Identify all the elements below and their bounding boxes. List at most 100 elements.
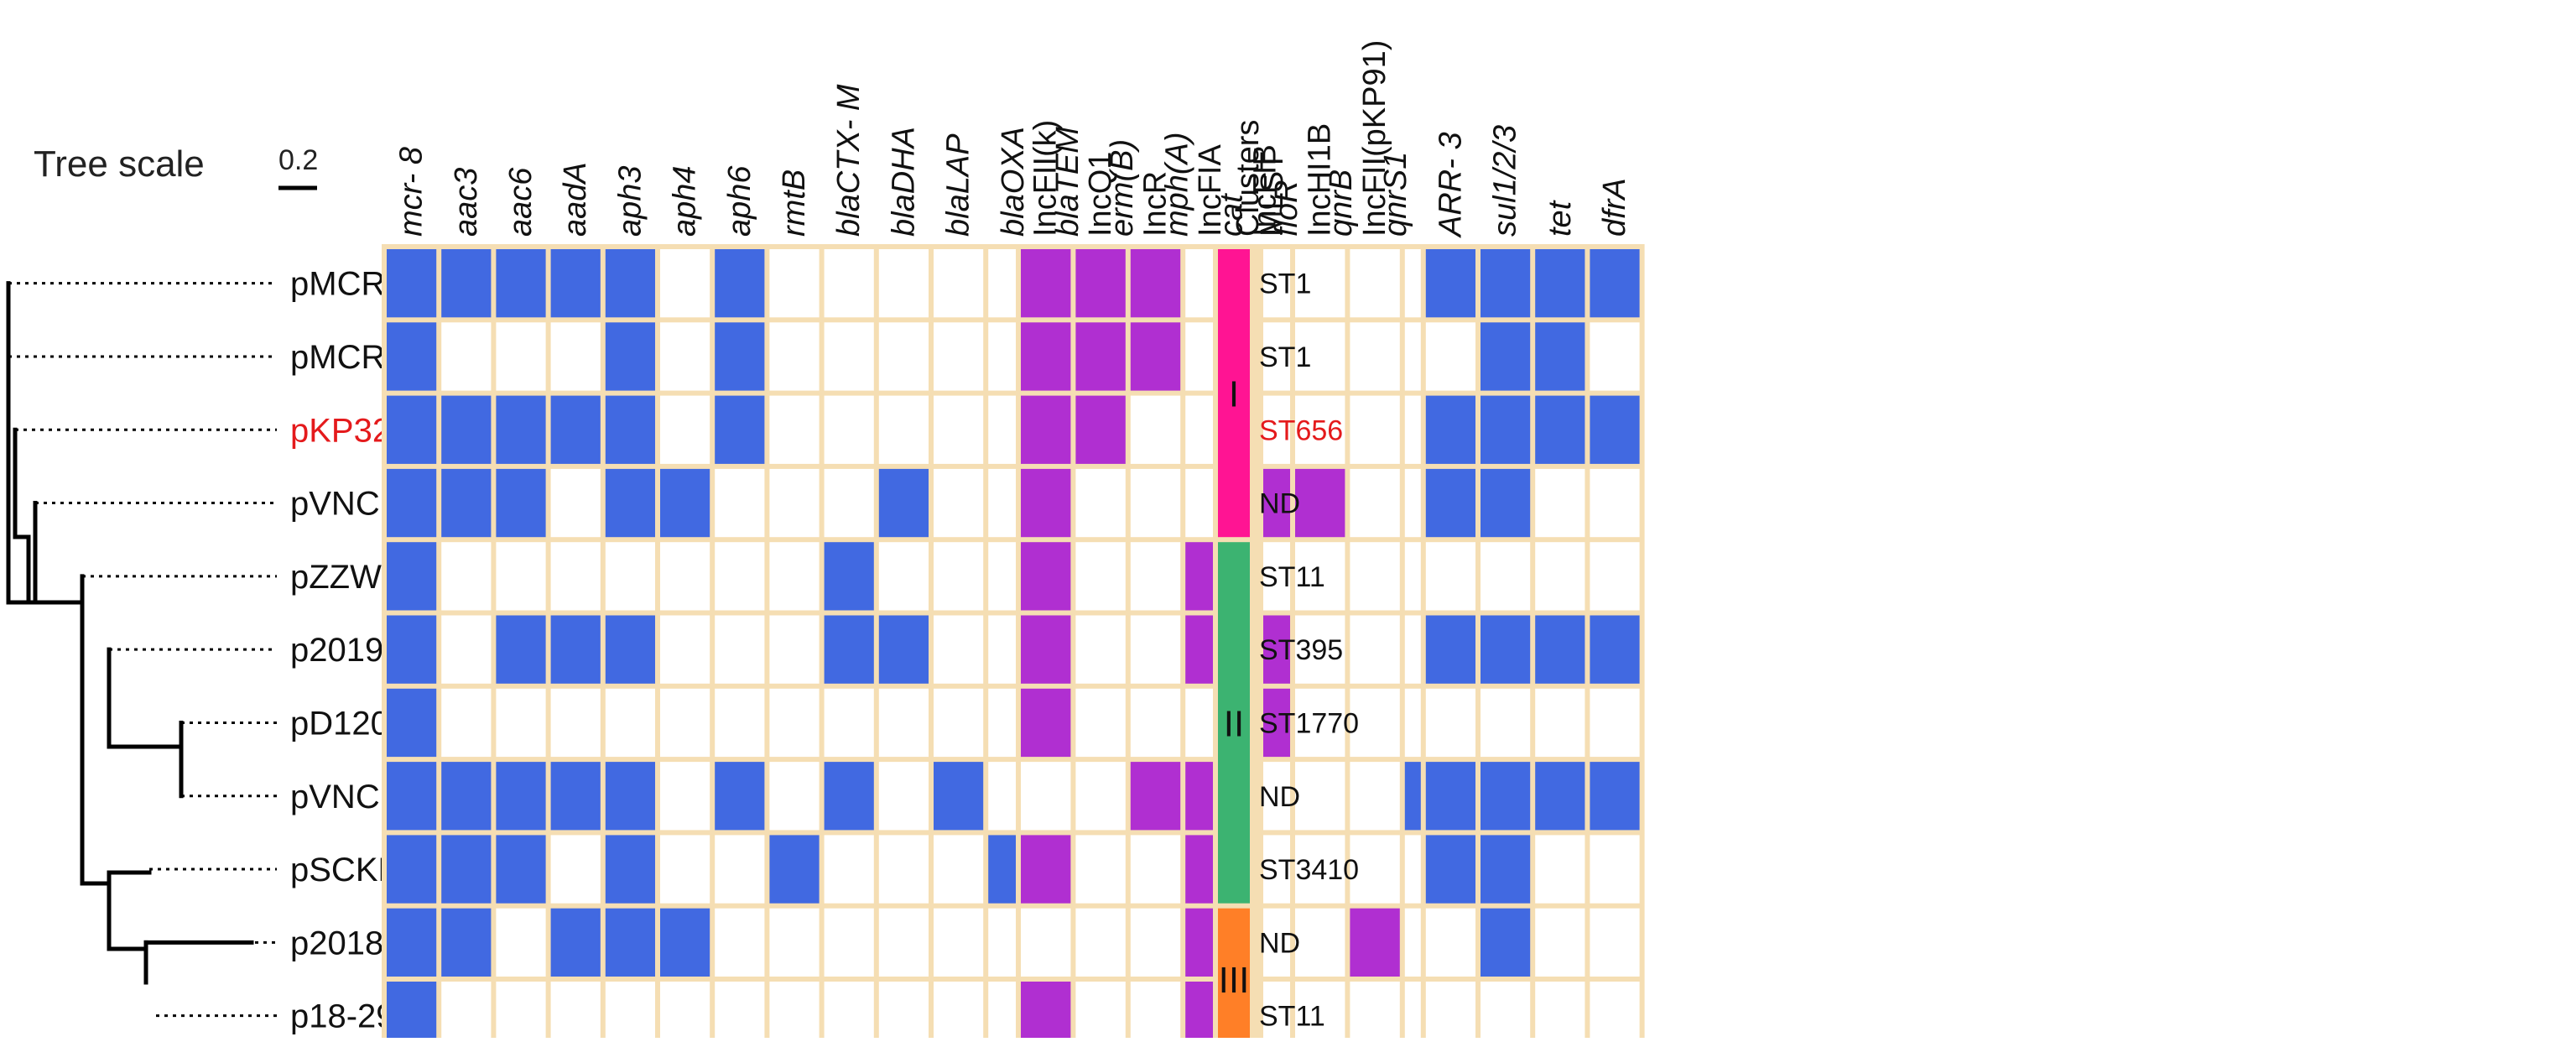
- gene-cell-present: [1535, 615, 1585, 684]
- gene-cell-absent: [1481, 542, 1531, 611]
- gene-cell-absent: [934, 395, 984, 464]
- mlst-value: ST395: [1259, 634, 1343, 666]
- tree-scale-value: 0.2: [278, 144, 318, 176]
- gene-header: sul1/2/3: [1488, 125, 1523, 237]
- mlst-value: ST1770: [1259, 707, 1359, 739]
- gene-cell-absent: [934, 615, 984, 684]
- replicon-cell-absent: [1350, 249, 1400, 318]
- gene-header: floR: [1269, 180, 1304, 237]
- gene-cell-present: [441, 835, 492, 904]
- gene-cell-present: [1535, 762, 1585, 831]
- mlst-value: ST3410: [1259, 854, 1359, 886]
- gene-cell-absent: [660, 688, 710, 758]
- gene-cell-absent: [660, 322, 710, 391]
- replicon-cell-absent: [1075, 835, 1126, 904]
- gene-cell-absent: [550, 542, 601, 611]
- gene-cell-absent: [715, 468, 765, 538]
- replicon-cell-absent: [1075, 615, 1126, 684]
- gene-header: aph4: [668, 165, 703, 237]
- gene-cell-absent: [660, 762, 710, 831]
- gene-header: aac3: [449, 168, 484, 237]
- gene-cell-absent: [550, 468, 601, 538]
- replicon-cell-absent: [1350, 982, 1400, 1042]
- replicon-cell-absent: [1130, 835, 1181, 904]
- gene-cell-absent: [769, 908, 820, 977]
- gene-header: tet: [1543, 200, 1578, 237]
- replicon-cell-absent: [1130, 542, 1181, 611]
- gene-cell-present: [1481, 762, 1531, 831]
- gene-cell-absent: [1590, 322, 1640, 391]
- gene-cell-absent: [934, 249, 984, 318]
- gene-header: blaCTX- M: [831, 84, 866, 237]
- gene-cell-present: [1425, 835, 1475, 904]
- gene-cell-absent: [1425, 982, 1475, 1042]
- replicon-cell-present: [1021, 395, 1071, 464]
- mlst-value: ST11: [1259, 561, 1325, 593]
- gene-cell-present: [1590, 762, 1640, 831]
- replicon-cell-absent: [1295, 249, 1345, 318]
- replicon-cell-present: [1021, 835, 1071, 904]
- replicon-cell-absent: [1130, 468, 1181, 538]
- gene-cell-absent: [1535, 688, 1585, 758]
- gene-header: erm(B): [1105, 139, 1140, 237]
- mlst-value: ND: [1259, 927, 1300, 959]
- gene-cell-present: [1481, 835, 1531, 904]
- gene-cell-absent: [605, 542, 655, 611]
- gene-cell-absent: [1590, 908, 1640, 977]
- gene-cell-absent: [824, 688, 874, 758]
- gene-cell-present: [1481, 908, 1531, 977]
- gene-cell-absent: [1590, 982, 1640, 1042]
- replicon-cell-present: [1075, 395, 1126, 464]
- gene-header: qnrB: [1324, 169, 1359, 237]
- replicon-cell-absent: [1295, 908, 1345, 977]
- gene-cell-absent: [660, 395, 710, 464]
- gene-cell-present: [1425, 468, 1475, 538]
- gene-cell-absent: [605, 982, 655, 1042]
- gene-cell-present: [605, 322, 655, 391]
- gene-cell-present: [441, 762, 492, 831]
- gene-header: aph6: [722, 165, 757, 237]
- replicon-cell-absent: [1075, 762, 1126, 831]
- replicon-cell-present: [1021, 249, 1071, 318]
- gene-cell-absent: [769, 615, 820, 684]
- gene-cell-present: [934, 762, 984, 831]
- gene-cell-present: [1425, 762, 1475, 831]
- replicon-cell-present: [1350, 908, 1400, 977]
- gene-cell-absent: [769, 762, 820, 831]
- mlst-value: ST656: [1259, 414, 1343, 446]
- gene-cell-absent: [715, 835, 765, 904]
- replicon-heatmap: [1016, 244, 1405, 1042]
- replicon-cell-absent: [1021, 908, 1071, 977]
- gene-cell-present: [550, 762, 601, 831]
- gene-cell-present: [605, 249, 655, 318]
- gene-cell-absent: [605, 688, 655, 758]
- gene-cell-present: [1535, 249, 1585, 318]
- gene-cell-absent: [496, 982, 546, 1042]
- gene-cell-present: [715, 249, 765, 318]
- gene-cell-absent: [934, 982, 984, 1042]
- gene-header: mcr- 8: [394, 147, 429, 237]
- replicon-cell-present: [1021, 468, 1071, 538]
- gene-cell-absent: [441, 322, 492, 391]
- replicon-cell-present: [1021, 982, 1071, 1042]
- gene-header: aadA: [558, 162, 593, 237]
- gene-cell-absent: [824, 249, 874, 318]
- replicon-cell-absent: [1350, 542, 1400, 611]
- clusters-header: Clusters: [1231, 120, 1266, 237]
- replicon-header: IncQ1: [1083, 152, 1118, 237]
- gene-cell-absent: [550, 835, 601, 904]
- gene-cell-absent: [1425, 542, 1475, 611]
- replicon-cell-absent: [1130, 688, 1181, 758]
- mlst-value: ST11: [1259, 1001, 1325, 1033]
- gene-cell-present: [715, 762, 765, 831]
- resistance-gene-headers: mcr- 8 aac3 aac6 aadA aph3 aph4 aph6 rmtB blaCTX…: [394, 84, 1632, 238]
- gene-cell-present: [441, 395, 492, 464]
- gene-cell-absent: [824, 908, 874, 977]
- gene-cell-absent: [715, 982, 765, 1042]
- mlst-value: ND: [1259, 781, 1300, 813]
- mlst-header: MLST: [1255, 152, 1290, 237]
- gene-cell-absent: [824, 395, 874, 464]
- gene-cell-present: [496, 468, 546, 538]
- gene-cell-absent: [1590, 468, 1640, 538]
